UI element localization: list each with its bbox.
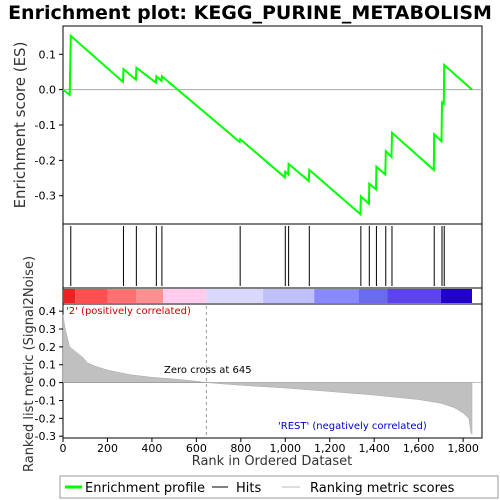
es-y-tick-label: -0.1: [35, 119, 56, 132]
colorbar-layer: [63, 289, 472, 303]
metric-axis-label: Ranked list metric (Signal2Noise): [22, 256, 37, 472]
es-layer: [62, 33, 482, 217]
x-tick-label: 400: [141, 442, 162, 455]
x-tick-label: 200: [97, 442, 118, 455]
metric-y-tick-label: 0.2: [39, 341, 57, 354]
metric-layer: [62, 306, 482, 436]
color-bar-segment: [206, 289, 264, 303]
color-bar-segment: [136, 289, 164, 303]
color-bar-segment: [63, 289, 76, 303]
x-axis-label: Rank in Ordered Dataset: [192, 454, 353, 469]
es-y-tick-label: -0.3: [35, 190, 56, 203]
metric-y-ticks: 0.4 0.3 0.2 0.1 0.0 -0.1 -0.2 -0.3: [35, 305, 63, 443]
x-tick-label: 1,200: [314, 442, 346, 455]
metric-y-tick-label: 0.1: [39, 359, 57, 372]
metric-y-tick-label: -0.3: [35, 430, 56, 443]
x-tick-label: 1,800: [447, 442, 479, 455]
color-bar-segment: [314, 289, 359, 303]
x-tick-label: 800: [230, 442, 251, 455]
color-bar-segment: [107, 289, 137, 303]
metric-y-tick-label: 0.0: [39, 377, 57, 390]
x-tick-label: 1,400: [358, 442, 390, 455]
x-tick-label: 1,600: [403, 442, 435, 455]
color-bar-segment: [75, 289, 108, 303]
x-tick-label: 600: [186, 442, 207, 455]
positive-correlation-label: '2' (positively correlated): [66, 306, 191, 317]
hits-layer: [70, 226, 445, 286]
chart-title: Enrichment plot: KEGG_PURINE_METABOLISM: [8, 2, 492, 24]
es-y-tick-label: 0.1: [39, 48, 57, 61]
color-bar-segment: [163, 289, 207, 303]
metric-y-tick-label: 0.3: [39, 323, 57, 336]
x-tick-label: 1,000: [270, 442, 302, 455]
enrichment-profile-line: [62, 33, 473, 217]
color-bar-segment: [387, 289, 441, 303]
es-y-ticks: 0.1 0.0 -0.1 -0.2 -0.3: [35, 48, 63, 203]
color-bar-segment: [263, 289, 315, 303]
es-y-tick-label: 0.0: [39, 84, 57, 97]
metric-panel-frame: [62, 303, 483, 439]
negative-correlation-label: 'REST' (negatively correlated): [278, 421, 427, 432]
legend-hits: Hits: [236, 481, 261, 496]
x-tick-label: 0: [60, 442, 67, 455]
color-bar-segment: [358, 289, 388, 303]
es-axis-label: Enrichment score (ES): [11, 42, 29, 209]
es-y-tick-label: -0.2: [35, 154, 56, 167]
legend-enrichment-profile: Enrichment profile: [85, 481, 205, 496]
metric-y-tick-label: -0.2: [35, 412, 56, 425]
metric-y-tick-label: -0.1: [35, 394, 56, 407]
legend-box: [59, 475, 499, 499]
metric-y-tick-label: 0.4: [39, 305, 57, 318]
hits-panel-frame: [62, 223, 483, 289]
x-ticks: 0 200 400 600 800 1,000 1,200 1,400 1,600 1,800: [60, 438, 479, 455]
es-panel-frame: [62, 25, 483, 225]
legend-ranking-metric: Ranking metric scores: [310, 481, 455, 496]
color-bar-segment: [440, 289, 472, 303]
zero-cross-label: Zero cross at 645: [164, 365, 252, 376]
